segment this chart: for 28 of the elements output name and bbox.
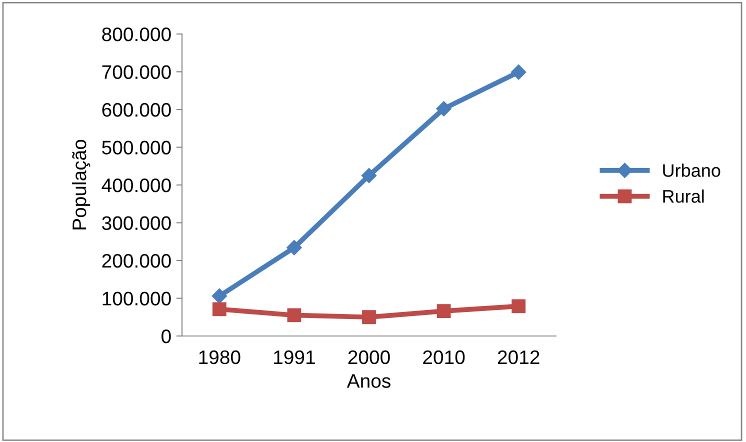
y-tick-label: 400.000 (102, 178, 171, 192)
point (512, 299, 526, 314)
y-tick-label: 700.000 (102, 65, 171, 79)
y-tick-label: 800.000 (102, 27, 171, 42)
y-tick-label: 300.000 (102, 216, 171, 230)
point (286, 240, 302, 256)
y-tick-label: 500.000 (102, 140, 171, 154)
point (212, 288, 227, 304)
point (436, 101, 452, 116)
y-tick-label: 200.000 (102, 254, 171, 268)
legend-label: Urbano (663, 164, 720, 177)
x-tick-label: 1980 (199, 350, 240, 364)
x-tick-label: 2010 (423, 350, 465, 364)
y-tick-label: 0 (162, 329, 171, 344)
point (287, 308, 302, 322)
point (361, 168, 377, 184)
x-tick-label: 2012 (498, 350, 540, 364)
point (511, 64, 526, 80)
point (212, 302, 226, 316)
y-tick-label: 600.000 (102, 102, 171, 117)
y-tick-label: 100.000 (102, 292, 171, 306)
point (436, 304, 451, 318)
y-axis-title: População (72, 140, 90, 230)
point (362, 310, 376, 324)
legend-label: Rural (663, 190, 704, 203)
x-tick-label: 2000 (348, 350, 390, 364)
x-axis-title: Anos (346, 374, 390, 388)
x-tick-label: 1991 (274, 350, 315, 364)
